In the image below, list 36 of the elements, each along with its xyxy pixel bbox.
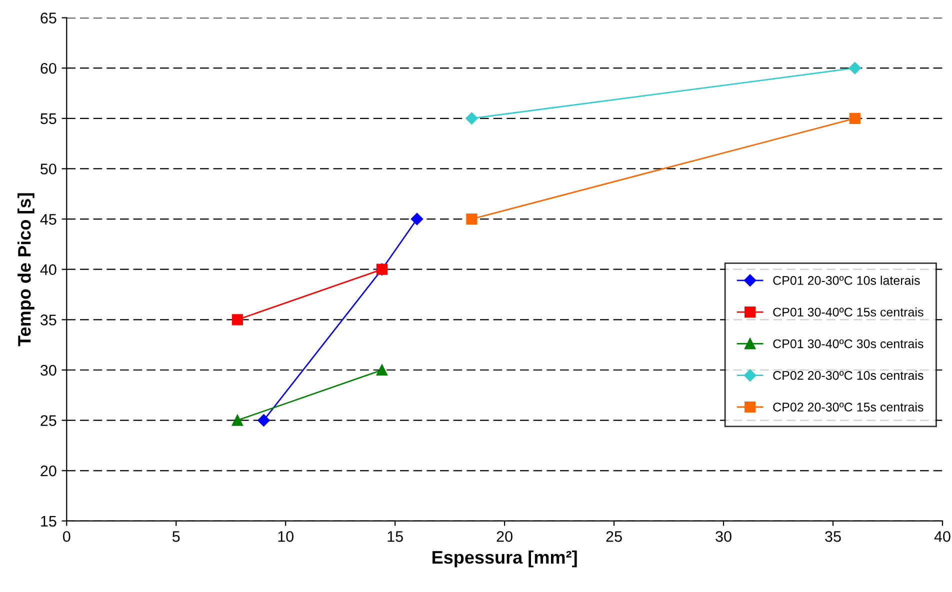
x-tick-label: 20 — [496, 531, 512, 542]
y-tick-label: 50 — [40, 164, 56, 174]
x-tick-label: 40 — [934, 531, 950, 542]
point — [466, 213, 478, 225]
y-axis-title: Tempo de Pico [s] — [18, 193, 34, 346]
y-tick-label: 25 — [40, 415, 56, 426]
legend-label: CP01 20-30ºC 10s laterais — [773, 276, 920, 285]
point — [848, 62, 861, 74]
legend-label: CP01 30-40ºC 15s centrais — [773, 307, 924, 317]
y-tick-label: 30 — [40, 364, 56, 376]
point — [258, 414, 270, 426]
x-tick-label: 10 — [278, 531, 294, 542]
point — [232, 414, 243, 426]
point — [410, 212, 424, 226]
point — [376, 364, 388, 376]
x-tick-label: 15 — [388, 531, 403, 542]
x-tick-label: 35 — [825, 531, 841, 542]
point — [849, 112, 860, 124]
point — [232, 314, 243, 326]
x-axis-title: Espessura [mm²] — [432, 550, 577, 568]
y-tick-label: 20 — [40, 466, 56, 476]
y-tick-label: 55 — [40, 113, 56, 124]
legend-label: CP01 30-40ºC 30s centrais — [773, 339, 924, 348]
x-tick-label: 5 — [172, 531, 180, 542]
point — [466, 112, 478, 124]
x-tick-label: 0 — [62, 531, 70, 542]
y-tick-label: 35 — [40, 314, 56, 326]
y-tick-label: 65 — [40, 12, 56, 24]
y-tick-label: 40 — [40, 264, 56, 276]
y-tick-label: 60 — [40, 62, 56, 74]
y-tick-label: 45 — [40, 214, 56, 225]
y-tick-label: 15 — [41, 516, 56, 527]
x-tick-label: 25 — [606, 531, 622, 542]
x-tick-label: 30 — [716, 531, 732, 542]
legend-label: CP02 20-30ºC 15s centrais — [773, 402, 924, 412]
legend-label: CP02 20-30ºC 10s centrais — [773, 370, 924, 380]
